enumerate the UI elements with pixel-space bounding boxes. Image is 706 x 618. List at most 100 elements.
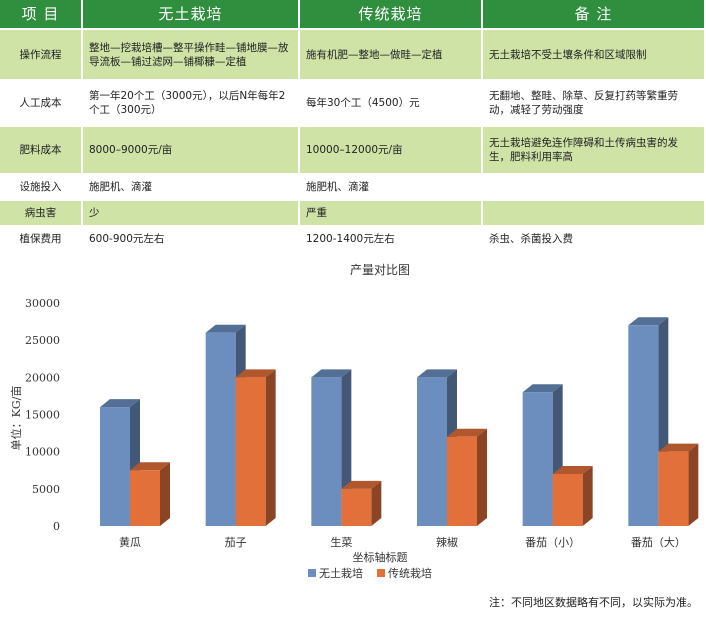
cell-soilless: 施肥机、滴灌 — [83, 175, 300, 201]
cell-note: 无翻地、整畦、除草、反复打药等繁重劳动，减轻了劳动强度 — [483, 81, 706, 127]
table-row: 病虫害 少 严重 — [0, 201, 706, 227]
bar-front — [130, 470, 160, 526]
bar-traditional — [235, 369, 276, 526]
bars — [100, 317, 699, 526]
bar-front — [235, 377, 266, 526]
bar-traditional — [130, 462, 170, 526]
y-axis-label: 单位：KG/亩 — [9, 386, 23, 451]
bar-front — [628, 325, 659, 526]
bar-side — [688, 443, 699, 526]
bar-top — [341, 480, 382, 489]
bar-front — [552, 473, 583, 526]
legend-swatch-soilless — [308, 569, 316, 577]
cell-traditional: 施有机肥—整地—做畦—定植 — [300, 30, 483, 81]
bar-front — [205, 332, 236, 526]
bar-front — [658, 451, 689, 526]
x-axis-ticks: 黄瓜 茄子 生菜 辣椒 番茄（小） 番茄（大） — [119, 535, 686, 549]
table-row: 植保费用 600-900元左右 1200-1400元左右 杀虫、杀菌投入费 — [0, 227, 706, 253]
row-label: 植保费用 — [0, 227, 83, 253]
bar-top — [447, 428, 487, 437]
cell-note: 杀虫、杀菌投入费 — [483, 227, 706, 253]
cell-traditional: 严重 — [300, 201, 483, 227]
yield-bar-chart: 产量对比图 单位：KG/亩 坐标轴标题 0 5000 10000 15000 20000… — [9, 263, 699, 580]
cell-note — [483, 201, 706, 227]
bar-traditional — [341, 480, 382, 526]
bar-front — [417, 377, 447, 526]
y-tick-label: 5000 — [32, 483, 60, 496]
bar-traditional — [552, 465, 593, 526]
cell-soilless: 第一年20个工（3000元），以后N年每年2个工（300元） — [83, 81, 300, 127]
y-tick-label: 0 — [53, 520, 60, 533]
y-tick-label: 20000 — [25, 371, 60, 384]
bar-top — [205, 324, 246, 333]
header-soilless: 无土栽培 — [83, 0, 300, 30]
header-item: 项 目 — [0, 0, 83, 30]
bar-top — [235, 369, 276, 378]
cell-note: 无土栽培避免连作障碍和土传病虫害的发生，肥料利用率高 — [483, 127, 706, 175]
table-row: 肥料成本 8000–9000元/亩 10000–12000元/亩 无土栽培避免连… — [0, 127, 706, 175]
bar-front — [341, 488, 372, 526]
bar-soilless — [628, 317, 669, 526]
table-row: 操作流程 整地—挖栽培槽—整平操作畦—铺地膜—放导流板—铺过滤网—铺椰糠—定植 … — [0, 30, 706, 81]
footnote: 注：不同地区数据略有不同，以实际为准。 — [489, 596, 698, 609]
x-tick-label: 番茄（小） — [525, 535, 580, 549]
cell-traditional: 10000–12000元/亩 — [300, 127, 483, 175]
bar-side — [371, 480, 382, 526]
y-tick-label: 15000 — [25, 409, 60, 422]
bar-top — [100, 399, 140, 408]
cell-note — [483, 175, 706, 201]
table-header-row: 项 目 无土栽培 传统栽培 备 注 — [0, 0, 706, 30]
table-row: 设施投入 施肥机、滴灌 施肥机、滴灌 — [0, 175, 706, 201]
cell-traditional: 每年30个工（4500）元 — [300, 81, 483, 127]
bar-top — [130, 462, 170, 471]
legend-label-traditional: 传统栽培 — [388, 566, 432, 580]
x-tick-label: 辣椒 — [436, 535, 458, 549]
row-label: 人工成本 — [0, 81, 83, 127]
x-tick-label: 生菜 — [330, 535, 352, 549]
cell-soilless: 8000–9000元/亩 — [83, 127, 300, 175]
cell-traditional: 施肥机、滴灌 — [300, 175, 483, 201]
bar-top — [417, 369, 457, 378]
bar-traditional — [658, 443, 699, 526]
bar-top — [311, 369, 352, 378]
x-axis-label: 坐标轴标题 — [353, 550, 408, 564]
y-tick-label: 30000 — [25, 297, 60, 310]
y-axis-ticks: 0 5000 10000 15000 20000 25000 30000 — [25, 297, 60, 533]
y-tick-label: 25000 — [25, 334, 60, 347]
chart-title: 产量对比图 — [350, 263, 410, 277]
bar-front — [100, 407, 130, 526]
header-note: 备 注 — [483, 0, 706, 30]
legend: 无土栽培 传统栽培 — [308, 566, 432, 580]
bar-top — [658, 443, 699, 452]
row-label: 操作流程 — [0, 30, 83, 81]
bar-top — [628, 317, 669, 326]
bar-side — [160, 462, 170, 526]
row-label: 设施投入 — [0, 175, 83, 201]
bar-side — [265, 369, 276, 526]
header-traditional: 传统栽培 — [300, 0, 483, 30]
table-row: 人工成本 第一年20个工（3000元），以后N年每年2个工（300元） 每年30… — [0, 81, 706, 127]
row-label: 肥料成本 — [0, 127, 83, 175]
bar-traditional — [447, 428, 487, 526]
bar-soilless — [205, 324, 246, 526]
cell-note: 无土栽培不受土壤条件和区域限制 — [483, 30, 706, 81]
row-label: 病虫害 — [0, 201, 83, 227]
x-tick-label: 黄瓜 — [119, 535, 141, 549]
bar-front — [522, 392, 553, 526]
x-tick-label: 茄子 — [225, 535, 247, 549]
bar-side — [582, 465, 593, 526]
cell-soilless: 整地—挖栽培槽—整平操作畦—铺地膜—放导流板—铺过滤网—铺椰糠—定植 — [83, 30, 300, 81]
legend-swatch-traditional — [377, 569, 385, 577]
cell-soilless: 600-900元左右 — [83, 227, 300, 253]
y-tick-label: 10000 — [25, 446, 60, 459]
comparison-table: 项 目 无土栽培 传统栽培 备 注 操作流程 整地—挖栽培槽—整平操作畦—铺地膜… — [0, 0, 706, 253]
bar-front — [447, 436, 477, 526]
bar-side — [477, 428, 487, 526]
bar-top — [552, 465, 593, 474]
legend-label-soilless: 无土栽培 — [319, 566, 363, 580]
cell-traditional: 1200-1400元左右 — [300, 227, 483, 253]
bar-front — [311, 377, 342, 526]
x-tick-label: 番茄（大） — [631, 535, 686, 549]
cell-soilless: 少 — [83, 201, 300, 227]
bar-top — [522, 384, 563, 393]
